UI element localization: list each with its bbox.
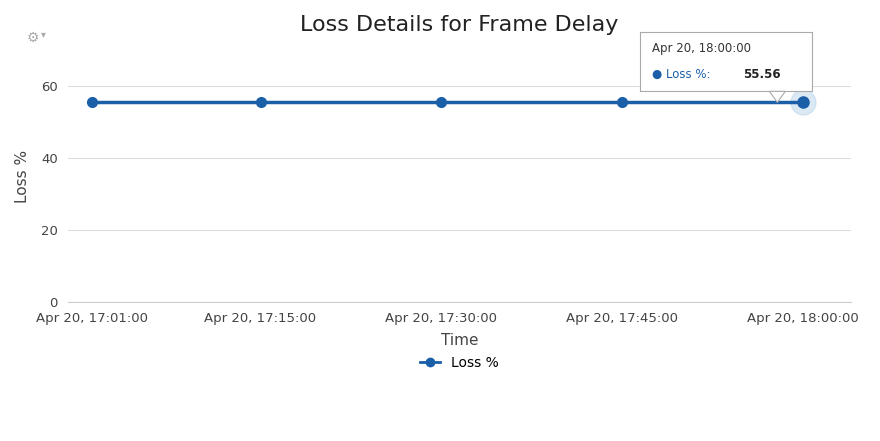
Text: ● Loss %:: ● Loss %: bbox=[652, 68, 715, 81]
Legend: Loss %: Loss % bbox=[414, 351, 505, 376]
Y-axis label: Loss %: Loss % bbox=[15, 150, 30, 203]
Text: ⚙: ⚙ bbox=[26, 31, 39, 45]
Text: ▾: ▾ bbox=[41, 29, 47, 39]
Text: Apr 20, 18:00:00: Apr 20, 18:00:00 bbox=[652, 42, 752, 55]
Text: 55.56: 55.56 bbox=[743, 68, 781, 81]
X-axis label: Time: Time bbox=[441, 333, 478, 348]
Title: Loss Details for Frame Delay: Loss Details for Frame Delay bbox=[300, 15, 619, 35]
